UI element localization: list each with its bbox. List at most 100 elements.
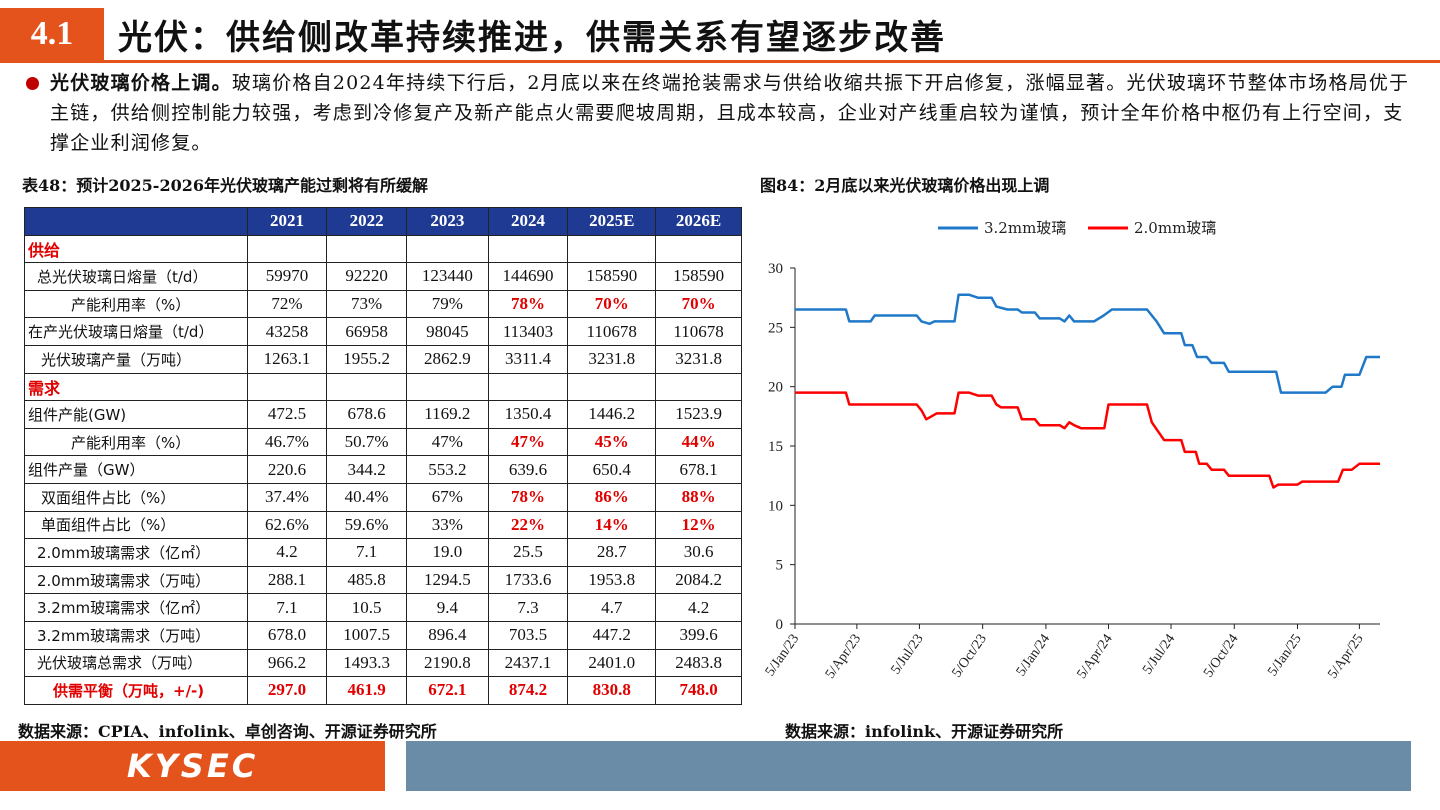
table-cell: 12% [655,510,742,540]
table-cell: 62.6% [246,510,328,540]
table-cell: 92220 [326,262,407,291]
table-cell: 33% [405,510,489,540]
table-cell: 3231.8 [655,344,742,374]
table-cell: 7.1 [326,538,407,567]
table-cell: 78% [487,482,569,512]
bullet-dot [26,77,39,90]
table-empty-cell [487,372,569,402]
x-tick-label: 5/Jan/25 [1265,632,1305,679]
table-cell: 2437.1 [487,648,569,678]
table-row-label: 光伏玻璃产量（万吨） [24,344,248,374]
table-cell: 553.2 [405,455,489,484]
table-cell: 70% [567,289,657,319]
table-row-label: 光伏玻璃总需求（万吨） [24,648,248,678]
table-row-label: 在产光伏玻璃日熔量（t/d） [24,317,248,346]
x-tick-label: 5/Apr/23 [823,632,864,682]
table-cell: 86% [567,482,657,512]
table-cell: 678.6 [326,400,407,429]
table-row-label: 2.0mm玻璃需求（万吨） [24,565,248,595]
table-header-cell: 2022 [326,207,407,236]
table-cell: 2084.2 [655,565,742,595]
table-cell: 639.6 [487,455,569,484]
table-cell: 9.4 [405,593,489,622]
table-section-label: 供给 [24,234,248,264]
kysec-logo: KYSEC [0,741,385,791]
x-tick-label: 5/Apr/25 [1325,632,1366,682]
y-tick-label: 25 [768,320,783,336]
table-section-row: 供给 [24,234,742,264]
x-tick-label: 5/Jan/23 [763,632,803,679]
table-cell: 98045 [405,317,489,346]
x-tick-label: 5/Oct/23 [950,632,990,681]
table-row: 3.2mm玻璃需求（亿㎡） 7.1 10.5 9.4 7.3 4.7 4.2 [24,593,742,622]
x-tick-label: 5/Jul/24 [1140,632,1178,678]
table-empty-cell [326,234,407,264]
table-empty-cell [405,372,489,402]
table-empty-cell [405,234,489,264]
table-row-label: 产能利用率（%） [24,427,248,457]
footer-bar [406,741,1411,791]
table-row-label: 组件产量（GW） [24,455,248,484]
table-row: 产能利用率（%） 46.7% 50.7% 47% 47% 45% 44% [24,427,742,457]
table-cell: 37.4% [246,482,328,512]
bullet-lead: 光伏玻璃价格上调。 [50,72,232,94]
table-cell: 7.3 [487,593,569,622]
table-cell: 1446.2 [567,400,657,429]
table-header-cell: 2026E [655,207,742,236]
table-cell: 73% [326,289,407,319]
table-cell: 110678 [655,317,742,346]
section-number: 4.1 [0,8,104,60]
table-cell: 43258 [246,317,328,346]
table-caption: 表48：预计2025-2026年光伏玻璃产能过剩将有所缓解 [22,176,428,195]
table-header-cell: 2024 [487,207,569,236]
table-cell: 66958 [326,317,407,346]
table-cell: 158590 [567,262,657,291]
table-cell: 220.6 [246,455,328,484]
table-cell: 88% [655,482,742,512]
y-tick-label: 10 [768,498,783,514]
table-cell: 288.1 [246,565,328,595]
table-cell: 3311.4 [487,344,569,374]
table-cell: 1350.4 [487,400,569,429]
table-cell: 1294.5 [405,565,489,595]
table-cell: 158590 [655,262,742,291]
table-cell: 4.2 [655,593,742,622]
table-row: 组件产能(GW) 472.5 678.6 1169.2 1350.4 1446.2 1523… [24,400,742,429]
table-header-cell: 2023 [405,207,489,236]
table-cell: 113403 [487,317,569,346]
table-cell: 22% [487,510,569,540]
table-cell: 59970 [246,262,328,291]
table-cell: 344.2 [326,455,407,484]
table-header-cell [24,207,248,236]
table-cell: 297.0 [246,676,328,705]
x-tick-label: 5/Apr/24 [1074,632,1115,682]
table-cell: 1733.6 [487,565,569,595]
table-row: 2.0mm玻璃需求（万吨） 288.1 485.8 1294.5 1733.6 1953.… [24,565,742,595]
x-tick-label: 5/Jul/23 [889,632,927,678]
table-empty-cell [246,234,328,264]
table-row: 在产光伏玻璃日熔量（t/d） 43258 66958 98045 113403 11067… [24,317,742,346]
page-title: 光伏：供给侧改革持续推进，供需关系有望逐步改善 [118,18,946,58]
table-row: 单面组件占比（%） 62.6% 59.6% 33% 22% 14% 12% [24,510,742,540]
table-cell: 748.0 [655,676,742,705]
table-cell: 50.7% [326,427,407,457]
table-cell: 30.6 [655,538,742,567]
y-tick-label: 20 [768,380,783,396]
x-tick-label: 5/Jan/24 [1014,632,1054,679]
table-cell: 1263.1 [246,344,328,374]
table-source: 数据来源：CPIA、infolink、卓创咨询、开源证券研究所 [18,722,437,741]
y-tick-label: 15 [768,439,783,455]
table-cell: 2190.8 [405,648,489,678]
table-cell: 4.7 [567,593,657,622]
table-cell: 79% [405,289,489,319]
table-row: 光伏玻璃总需求（万吨） 966.2 1493.3 2190.8 2437.1 2401.0… [24,648,742,678]
supply-demand-balance-row: 供需平衡（万吨，+/-) 297.0 461.9 672.1 874.2 830.8 748… [24,676,742,705]
series-line-2-0mm [795,391,1380,489]
table-cell: 47% [487,427,569,457]
table-cell: 44% [655,427,742,457]
table-empty-cell [567,234,657,264]
table-cell: 1169.2 [405,400,489,429]
table-row: 2.0mm玻璃需求（亿㎡） 4.2 7.1 19.0 25.5 28.7 30.6 [24,538,742,567]
table-cell: 123440 [405,262,489,291]
table-row: 光伏玻璃产量（万吨） 1263.1 1955.2 2862.9 3311.4 3231.8… [24,344,742,374]
